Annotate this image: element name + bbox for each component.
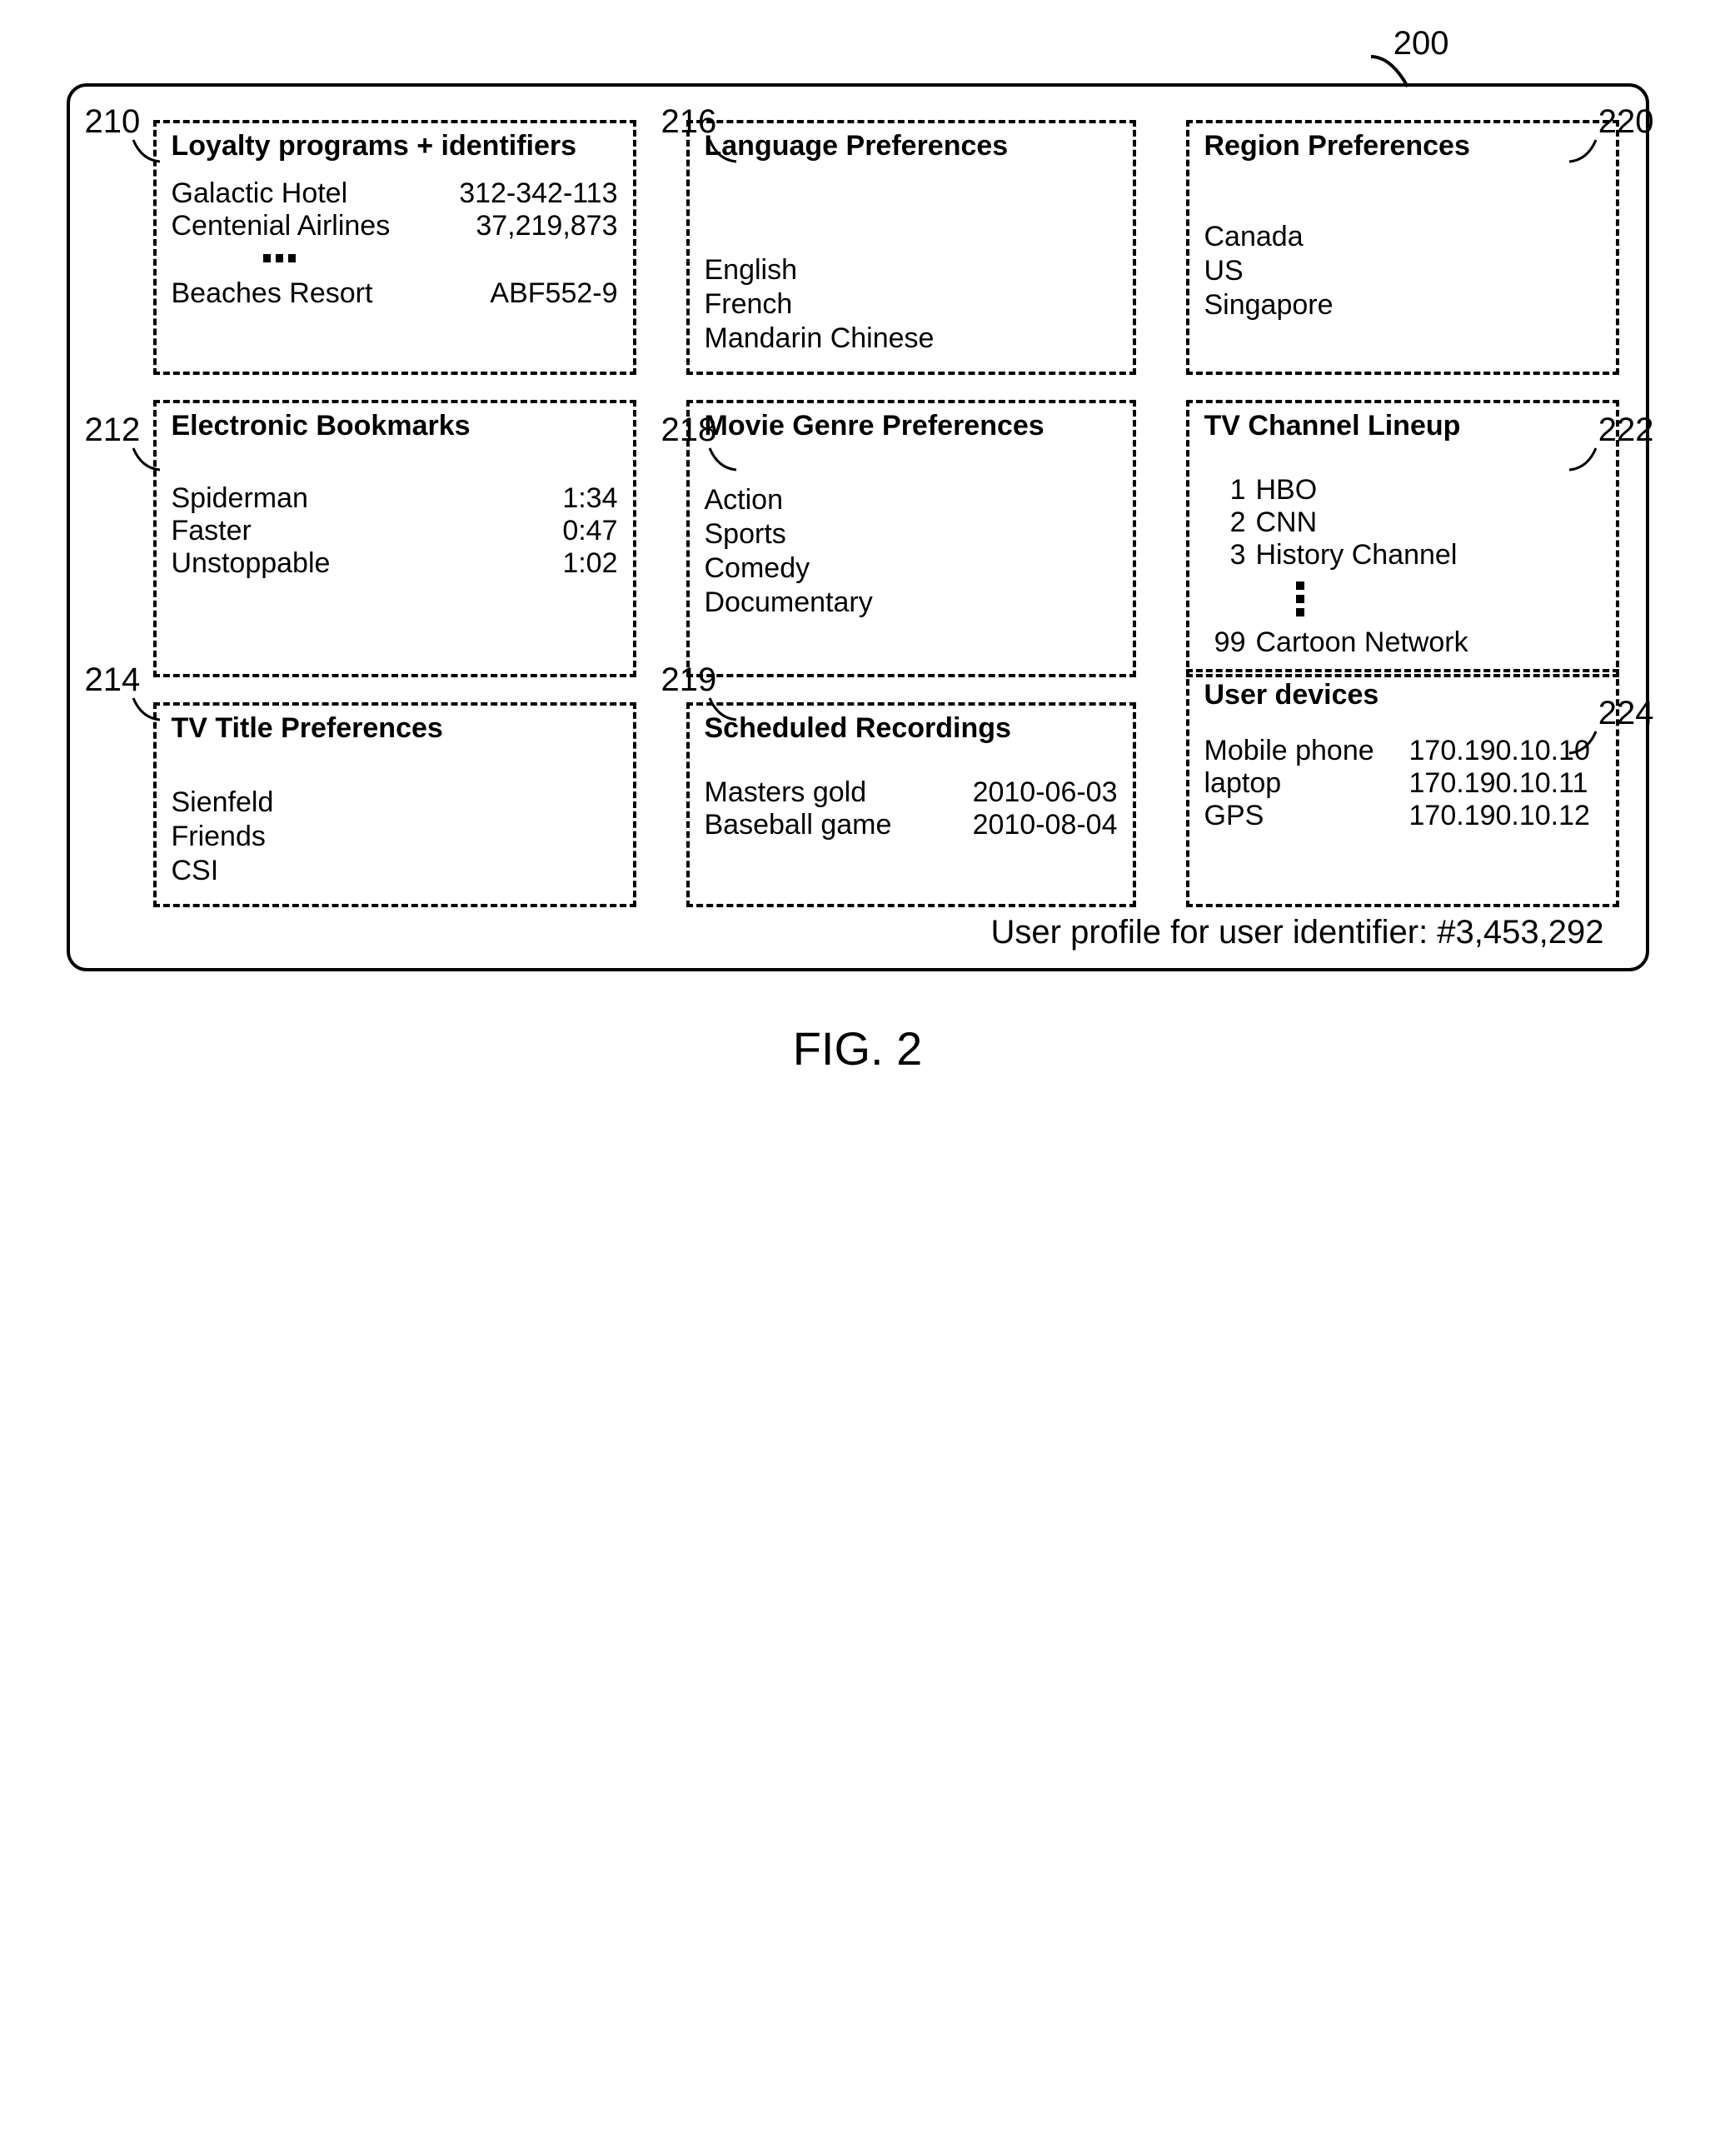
recordings-title: Scheduled Recordings	[705, 712, 1118, 745]
language-item: Mandarin Chinese	[705, 322, 1118, 355]
recording-date: 2010-08-04	[951, 809, 1118, 841]
bookmark-row: Spiderman 1:34	[172, 482, 618, 515]
device-name: laptop	[1204, 767, 1409, 800]
bookmark-time: 0:47	[451, 515, 618, 547]
language-item: English	[705, 254, 1118, 287]
language-item: French	[705, 288, 1118, 321]
recording-row: Masters gold 2010-06-03	[705, 776, 1118, 809]
genre-title: Movie Genre Preferences	[705, 410, 1118, 442]
device-ip: 170.190.10.10	[1409, 735, 1601, 767]
lineup-row: 3 History Channel	[1204, 539, 1601, 571]
loyalty-row: Galactic Hotel 312-342-113	[172, 177, 618, 210]
bookmark-row: Faster 0:47	[172, 515, 618, 547]
tvtitles-title: TV Title Preferences	[172, 712, 618, 745]
tvtitle-item: Sienfeld	[172, 786, 618, 819]
main-frame: 210 212 214 216 218 219 220 222 224 Loya…	[67, 83, 1649, 971]
genre-item: Documentary	[705, 586, 1118, 619]
box-region: Region Preferences Canada US Singapore	[1186, 120, 1619, 375]
genre-item: Action	[705, 484, 1118, 517]
box-lineup: TV Channel Lineup 1 HBO 2 CNN 3 History …	[1186, 400, 1619, 677]
lineup-num: 1	[1204, 474, 1246, 507]
bookmark-name: Faster	[172, 515, 451, 547]
lineup-name: CNN	[1256, 507, 1318, 539]
figure-wrapper: 200 210 212 214 216 218 219 220 222 224 …	[67, 83, 1649, 1076]
ref-212: 212	[85, 412, 141, 449]
loyalty-title: Loyalty programs + identifiers	[172, 130, 618, 162]
recording-name: Masters gold	[705, 776, 951, 809]
lineup-name: History Channel	[1256, 539, 1458, 571]
devices-title: User devices	[1204, 679, 1601, 711]
lineup-row: 99 Cartoon Network	[1204, 626, 1601, 659]
profile-caption: User profile for user identifier: #3,453…	[153, 914, 1613, 951]
device-name: GPS	[1204, 800, 1409, 832]
bookmark-name: Unstoppable	[172, 547, 451, 580]
lineup-row: 2 CNN	[1204, 507, 1601, 539]
region-item: Singapore	[1204, 289, 1601, 322]
genre-item: Comedy	[705, 552, 1118, 585]
lineup-name: Cartoon Network	[1256, 626, 1468, 659]
loyalty-name: Beaches Resort	[172, 277, 451, 310]
bookmark-name: Spiderman	[172, 482, 451, 515]
region-item: Canada	[1204, 221, 1601, 253]
lineup-num: 3	[1204, 539, 1246, 571]
loyalty-id: 37,219,873	[451, 210, 618, 242]
ellipsis-icon	[263, 254, 297, 266]
loyalty-id: 312-342-113	[451, 177, 618, 210]
loyalty-name: Galactic Hotel	[172, 177, 451, 210]
bookmark-time: 1:34	[451, 482, 618, 515]
genre-item: Sports	[705, 518, 1118, 551]
recording-name: Baseball game	[705, 809, 951, 841]
region-item: US	[1204, 255, 1601, 287]
device-row: Mobile phone 170.190.10.10	[1204, 735, 1601, 767]
device-row: laptop 170.190.10.11	[1204, 767, 1601, 800]
loyalty-row: Beaches Resort ABF552-9	[172, 277, 618, 310]
box-language: Language Preferences English French Mand…	[686, 120, 1136, 375]
bookmark-time: 1:02	[451, 547, 618, 580]
loyalty-row: Centenial Airlines 37,219,873	[172, 210, 618, 242]
ellipsis-icon	[1296, 581, 1308, 616]
box-recordings: Scheduled Recordings Masters gold 2010-0…	[686, 702, 1136, 907]
language-title: Language Preferences	[705, 130, 1118, 162]
device-row: GPS 170.190.10.12	[1204, 800, 1601, 832]
device-ip: 170.190.10.12	[1409, 800, 1601, 832]
tvtitle-item: CSI	[172, 855, 618, 887]
loyalty-name: Centenial Airlines	[172, 210, 451, 242]
box-genre: Movie Genre Preferences Action Sports Co…	[686, 400, 1136, 677]
bookmark-row: Unstoppable 1:02	[172, 547, 618, 580]
device-ip: 170.190.10.11	[1409, 767, 1601, 800]
recording-row: Baseball game 2010-08-04	[705, 809, 1118, 841]
bookmarks-title: Electronic Bookmarks	[172, 410, 618, 442]
lineup-row: 1 HBO	[1204, 474, 1601, 507]
grid: Loyalty programs + identifiers Galactic …	[153, 120, 1613, 907]
loyalty-id: ABF552-9	[451, 277, 618, 310]
lineup-name: HBO	[1256, 474, 1318, 507]
lineup-num: 2	[1204, 507, 1246, 539]
lineup-title: TV Channel Lineup	[1204, 410, 1601, 442]
ref-214: 214	[85, 661, 141, 699]
figure-label: FIG. 2	[67, 1021, 1649, 1076]
box-tvtitles: TV Title Preferences Sienfeld Friends CS…	[153, 702, 636, 907]
lineup-num: 99	[1204, 626, 1246, 659]
box-devices: User devices Mobile phone 170.190.10.10 …	[1186, 669, 1619, 907]
box-bookmarks: Electronic Bookmarks Spiderman 1:34 Fast…	[153, 400, 636, 677]
region-title: Region Preferences	[1204, 130, 1601, 162]
recording-date: 2010-06-03	[951, 776, 1118, 809]
device-name: Mobile phone	[1204, 735, 1409, 767]
box-loyalty: Loyalty programs + identifiers Galactic …	[153, 120, 636, 375]
tvtitle-item: Friends	[172, 821, 618, 853]
ref-210: 210	[85, 103, 141, 141]
